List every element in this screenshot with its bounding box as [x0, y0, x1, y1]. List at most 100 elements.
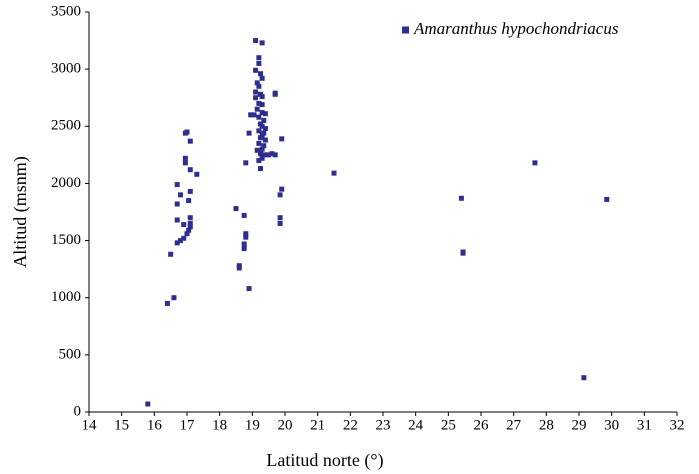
point — [246, 130, 252, 136]
point — [259, 123, 265, 129]
legend-marker — [402, 26, 409, 34]
point — [256, 100, 262, 106]
point — [253, 95, 259, 101]
point — [259, 110, 265, 116]
x-tick-label: 19 — [245, 417, 260, 433]
y-axis-label: Altitud (msnm) — [10, 156, 31, 268]
point — [261, 118, 267, 124]
point — [272, 91, 278, 97]
point — [256, 60, 262, 66]
point — [233, 206, 239, 212]
y-tick-label: 500 — [59, 346, 82, 362]
point — [243, 231, 249, 237]
point — [277, 215, 283, 221]
x-tick-label: 21 — [310, 417, 325, 433]
x-tick-label: 17 — [180, 417, 196, 433]
point — [254, 80, 260, 86]
point — [253, 89, 259, 95]
point — [241, 246, 247, 252]
point — [251, 112, 257, 118]
point — [187, 188, 193, 194]
x-tick-label: 27 — [506, 417, 522, 433]
point — [187, 167, 193, 173]
point — [259, 75, 265, 81]
x-tick-label: 23 — [376, 417, 391, 433]
point — [187, 220, 193, 226]
point — [256, 114, 262, 120]
point — [253, 67, 259, 73]
point — [168, 251, 174, 257]
point — [532, 160, 538, 166]
point — [174, 201, 180, 207]
point — [256, 128, 262, 134]
point — [259, 155, 265, 161]
point — [258, 166, 263, 172]
x-tick-label: 32 — [670, 417, 685, 433]
x-tick-label: 22 — [343, 417, 358, 433]
point — [279, 186, 285, 192]
x-tick-label: 25 — [441, 417, 456, 433]
point — [187, 138, 193, 144]
point — [187, 215, 193, 221]
point — [604, 196, 610, 202]
x-tick-label: 29 — [572, 417, 587, 433]
point — [460, 250, 466, 256]
point — [254, 106, 260, 112]
x-tick-label: 14 — [82, 417, 98, 433]
point — [236, 265, 242, 271]
y-tick-label: 1000 — [51, 289, 81, 305]
point — [256, 140, 262, 146]
point — [171, 295, 177, 301]
point — [241, 212, 247, 218]
x-tick-label: 15 — [114, 417, 129, 433]
point — [181, 222, 187, 228]
x-tick-label: 31 — [637, 417, 652, 433]
x-tick-label: 24 — [408, 417, 424, 433]
x-tick-label: 26 — [474, 417, 490, 433]
point — [194, 171, 200, 177]
y-tick-label: 3500 — [51, 3, 81, 19]
point — [262, 111, 268, 117]
x-tick-label: 28 — [539, 417, 554, 433]
y-tick-label: 2000 — [51, 175, 81, 191]
point — [259, 94, 265, 100]
point — [182, 160, 188, 166]
point — [243, 234, 249, 240]
point — [256, 158, 262, 164]
point — [272, 152, 278, 158]
point — [253, 38, 259, 44]
x-tick-label: 16 — [147, 417, 163, 433]
point — [262, 126, 268, 132]
point — [182, 155, 188, 161]
point — [269, 151, 275, 157]
legend-label: Amaranthus hypochondriacus — [413, 19, 619, 38]
x-axis-label: Latitud norte (°) — [266, 450, 383, 471]
point — [164, 300, 170, 306]
point — [248, 112, 254, 118]
point — [243, 160, 249, 166]
point — [181, 235, 187, 241]
point — [145, 401, 151, 407]
y-tick-label: 1500 — [51, 232, 81, 248]
point — [174, 217, 180, 223]
point — [458, 195, 464, 201]
point — [262, 152, 268, 158]
x-tick-label: 20 — [278, 417, 293, 433]
point — [246, 286, 252, 292]
point — [261, 143, 267, 149]
point — [254, 147, 260, 153]
point — [241, 241, 247, 247]
point — [174, 240, 180, 246]
point — [186, 227, 192, 233]
x-tick-label: 30 — [604, 417, 619, 433]
point — [262, 137, 268, 143]
point — [279, 136, 285, 142]
point — [259, 146, 265, 152]
point — [277, 220, 283, 226]
point — [184, 231, 190, 237]
point — [259, 102, 265, 108]
point — [187, 224, 193, 230]
point — [186, 198, 192, 204]
point — [258, 135, 263, 141]
